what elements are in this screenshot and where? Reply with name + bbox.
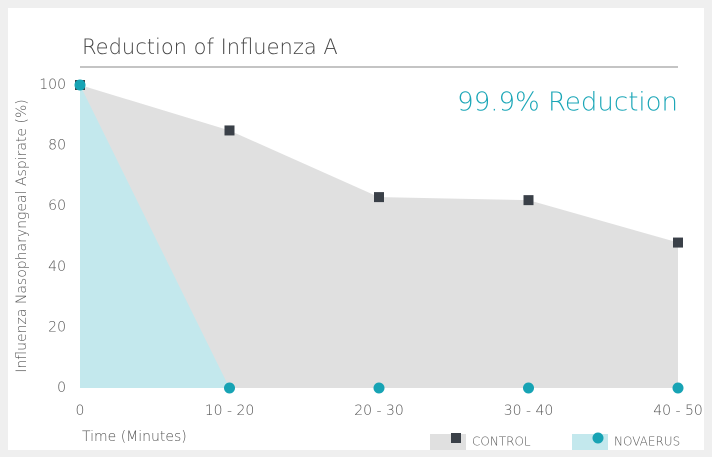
marker (523, 382, 534, 394)
legend-label: NOVAERUS (614, 435, 680, 449)
x-tick-label: 40 - 50 (653, 403, 703, 419)
chart-title: Reduction of Influenza A (82, 35, 338, 59)
marker (74, 79, 86, 91)
y-tick-label: 20 (48, 319, 66, 335)
y-tick-label: 0 (57, 380, 66, 396)
marker (673, 237, 683, 248)
x-tick-label: 30 - 40 (504, 403, 554, 419)
x-tick-label: 10 - 20 (205, 403, 255, 419)
y-tick-label: 80 (48, 138, 66, 154)
marker (224, 125, 235, 136)
x-tick-label: 0 (76, 403, 85, 419)
marker (523, 195, 534, 206)
marker (592, 432, 604, 444)
annotation: 99.9% Reduction (457, 88, 678, 118)
y-tick-label: 100 (39, 77, 66, 93)
y-tick-label: 60 (48, 198, 66, 214)
x-axis-label: Time (Minutes) (82, 429, 187, 445)
marker (374, 192, 384, 203)
area (80, 85, 678, 388)
marker (672, 382, 684, 394)
area (80, 85, 678, 388)
legend-label: CONTROL (472, 435, 531, 449)
marker (224, 382, 235, 394)
marker (373, 382, 385, 394)
marker (451, 433, 461, 443)
y-tick-label: 40 (48, 259, 66, 275)
y-axis-label: Influenza Nasopharyngeal Aspirate (%) (14, 99, 30, 372)
x-tick-label: 20 - 30 (354, 403, 404, 419)
